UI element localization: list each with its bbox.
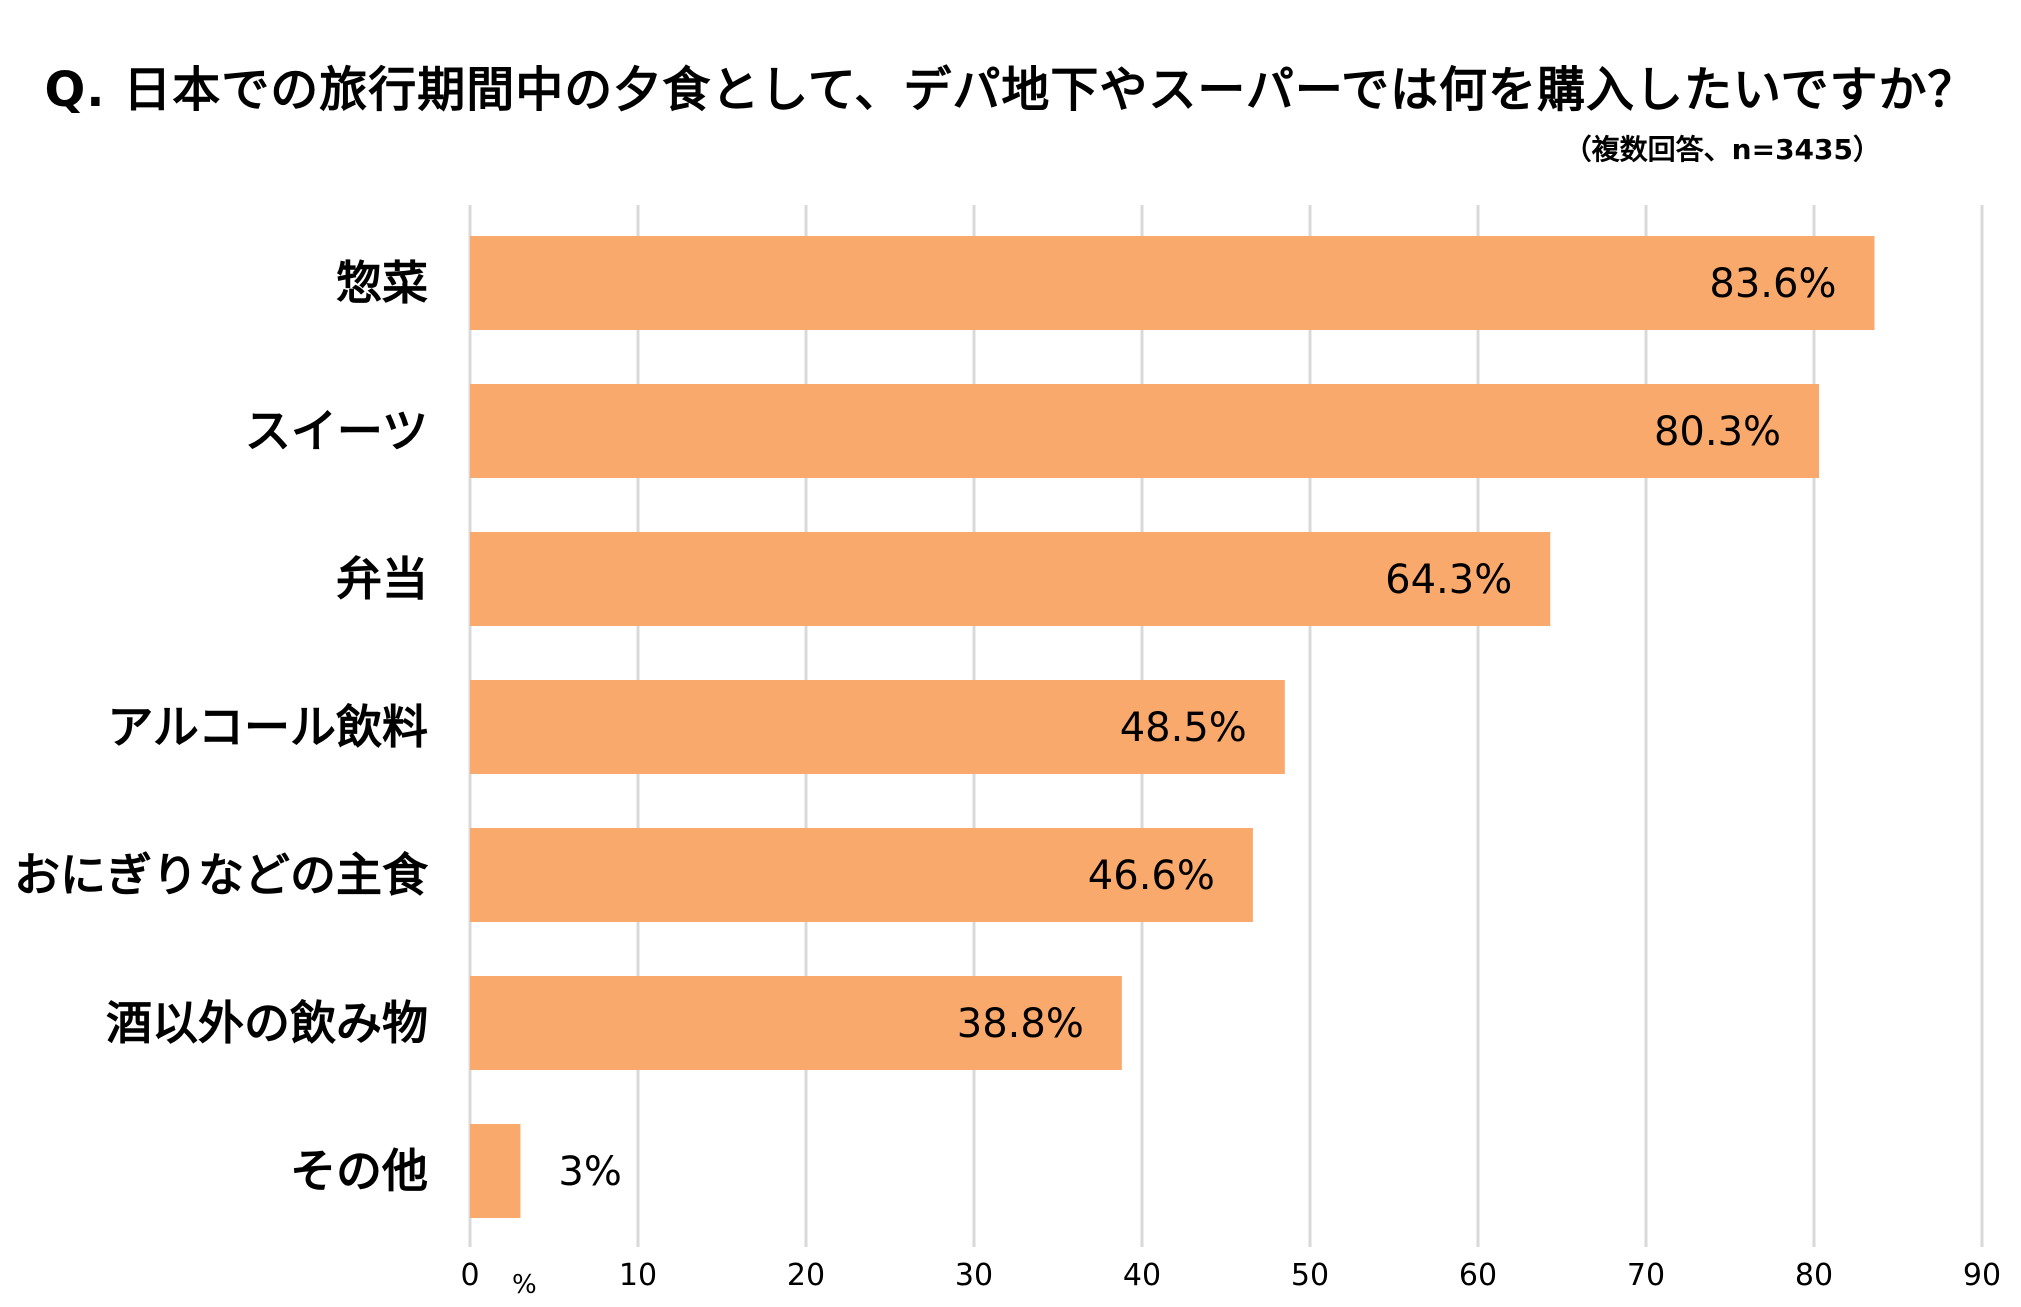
bar — [470, 532, 1551, 626]
data-label: 83.6% — [1709, 261, 1836, 307]
x-tick-label: 40 — [1123, 1258, 1161, 1293]
category-label: 惣菜 — [336, 256, 428, 310]
x-tick-label: 10 — [619, 1258, 657, 1293]
data-label: 3% — [558, 1149, 621, 1195]
x-tick-label: 70 — [1627, 1258, 1665, 1293]
data-label: 64.3% — [1385, 557, 1512, 603]
x-axis-ticks: 0 10 20 30 40 50 60 70 80 90 — [460, 1258, 2001, 1293]
chart-subtitle: （複数回答、n=3435） — [1563, 133, 1881, 166]
chart-title: Q. 日本での旅行期間中の夕食として、デパ地下やスーパーでは何を購入したいですか… — [44, 62, 1977, 118]
bar — [470, 1124, 521, 1218]
data-label: 38.8% — [957, 1001, 1084, 1047]
x-tick-label: 0 — [460, 1258, 479, 1293]
category-label: 弁当 — [336, 552, 428, 606]
category-label: アルコール飲料 — [107, 700, 428, 754]
x-tick-label: 80 — [1795, 1258, 1833, 1293]
data-label: 48.5% — [1120, 705, 1247, 751]
category-label: おにぎりなどの主食 — [14, 848, 429, 902]
x-tick-label: 60 — [1459, 1258, 1497, 1293]
data-label: 80.3% — [1654, 409, 1781, 455]
category-label: スイーツ — [245, 404, 428, 458]
data-labels: 83.6% 80.3% 64.3% 48.5% 46.6% 38.8% 3% — [558, 261, 1836, 1195]
data-label: 46.6% — [1088, 853, 1215, 899]
bars — [470, 236, 1875, 1218]
bar — [470, 680, 1285, 774]
bar — [470, 236, 1875, 330]
bar — [470, 384, 1820, 478]
x-tick-label: 30 — [955, 1258, 993, 1293]
bar — [470, 976, 1122, 1070]
x-tick-label: 20 — [787, 1258, 825, 1293]
x-axis-unit: % — [512, 1270, 537, 1300]
bar — [470, 828, 1253, 922]
x-tick-label: 90 — [1963, 1258, 2001, 1293]
category-label: その他 — [290, 1144, 428, 1198]
category-label: 酒以外の飲み物 — [106, 996, 428, 1050]
x-tick-label: 50 — [1291, 1258, 1329, 1293]
